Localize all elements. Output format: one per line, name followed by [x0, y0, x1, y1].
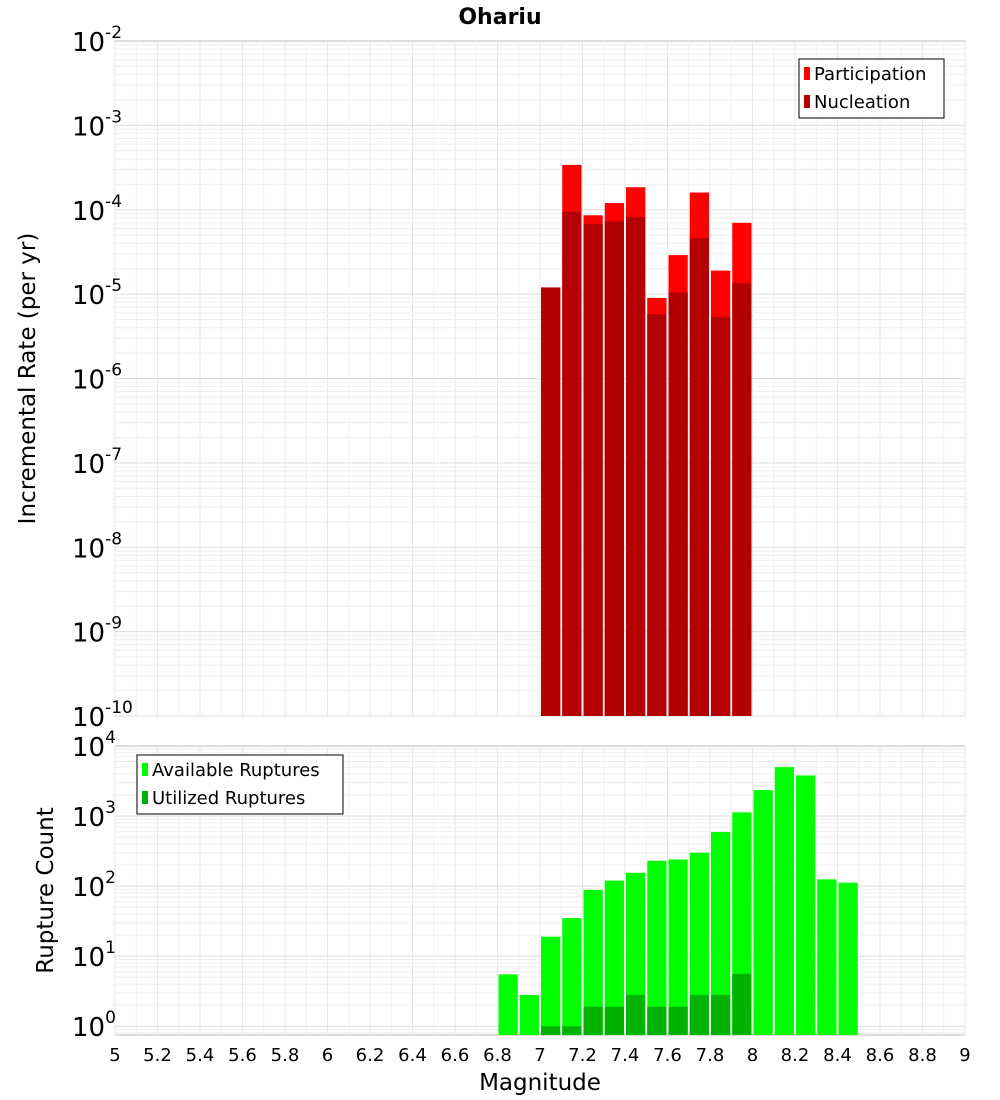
- bar-available-ruptures: [519, 994, 539, 1035]
- bar-utilized-ruptures: [604, 1006, 624, 1035]
- x-ticks: 5 5.2 5.4 5.6 5.8 6 6.2 6.4 6.6 6.8 7 7.2 7.4 7.6 7.8 8…: [109, 1045, 970, 1066]
- rate-y-axis-title: Incremental Rate (per yr): [15, 233, 41, 525]
- x-tick-label: 7.2: [568, 1045, 597, 1066]
- bar-utilized-ruptures: [689, 994, 709, 1035]
- bar-nucleation: [668, 292, 688, 716]
- bar-available-ruptures: [817, 879, 837, 1035]
- legend-swatch: [804, 95, 810, 108]
- bar-nucleation: [604, 221, 624, 716]
- x-tick-label: 7.4: [611, 1045, 640, 1066]
- rate-legend: Participation Nucleation: [798, 58, 945, 119]
- legend-label: Utilized Ruptures: [152, 788, 305, 809]
- bar-nucleation: [689, 238, 709, 716]
- legend-label: Available Ruptures: [152, 760, 320, 781]
- x-tick-label: 9: [959, 1045, 970, 1066]
- y-tick-label: 10-6: [72, 361, 122, 396]
- rate-bars: [541, 164, 752, 717]
- bar-utilized-ruptures: [647, 1006, 667, 1035]
- legend-label: Nucleation: [814, 92, 910, 113]
- rate-y-ticks: 10-2 10-3 10-4 10-5 10-6 10-7 10-8 10-9 10-10: [72, 23, 133, 733]
- bar-nucleation: [711, 316, 731, 716]
- bar-available-ruptures: [626, 872, 646, 1035]
- x-tick-label: 5: [109, 1045, 120, 1066]
- x-tick-label: 6.2: [356, 1045, 385, 1066]
- bar-available-ruptures: [647, 860, 667, 1035]
- bar-nucleation: [541, 287, 561, 716]
- y-tick-label: 10-2: [72, 23, 122, 58]
- x-tick-label: 8.4: [823, 1045, 852, 1066]
- bar-nucleation: [562, 211, 582, 716]
- x-tick-label: 6.8: [483, 1045, 512, 1066]
- bar-available-ruptures: [838, 882, 858, 1035]
- bar-nucleation: [626, 217, 646, 716]
- bar-available-ruptures: [774, 767, 794, 1035]
- y-tick-label: 101: [72, 938, 116, 973]
- count-y-axis-title: Rupture Count: [33, 807, 59, 973]
- bar-utilized-ruptures: [732, 973, 752, 1035]
- x-tick-label: 5.4: [186, 1045, 215, 1066]
- x-tick-label: 8: [747, 1045, 758, 1066]
- y-tick-label: 102: [72, 868, 116, 903]
- bar-utilized-ruptures: [668, 1006, 688, 1035]
- bar-available-ruptures: [541, 936, 561, 1035]
- bar-available-ruptures: [689, 852, 709, 1035]
- count-legend: Available Ruptures Utilized Ruptures: [136, 754, 344, 815]
- bar-utilized-ruptures: [711, 994, 731, 1035]
- x-tick-label: 8.6: [866, 1045, 895, 1066]
- y-tick-label: 10-9: [72, 614, 122, 649]
- y-tick-label: 10-5: [72, 276, 122, 311]
- bar-available-ruptures: [711, 832, 731, 1035]
- count-y-ticks: 104 103 102 101 100: [72, 728, 116, 1043]
- bar-utilized-ruptures: [562, 1026, 582, 1035]
- bar-available-ruptures: [668, 859, 688, 1035]
- legend-box: [798, 58, 945, 119]
- legend-label: Participation: [814, 64, 926, 85]
- x-tick-label: 5.2: [143, 1045, 172, 1066]
- bar-available-ruptures: [796, 775, 816, 1035]
- bar-available-ruptures: [604, 880, 624, 1035]
- bar-available-ruptures: [562, 918, 582, 1035]
- y-tick-label: 10-7: [72, 445, 122, 480]
- x-tick-label: 8.8: [908, 1045, 937, 1066]
- x-axis-title: Magnitude: [479, 1070, 601, 1096]
- bar-utilized-ruptures: [583, 1006, 603, 1035]
- x-tick-label: 7.6: [653, 1045, 682, 1066]
- x-tick-label: 5.8: [271, 1045, 300, 1066]
- x-tick-label: 7: [534, 1045, 545, 1066]
- y-tick-label: 10-3: [72, 107, 122, 142]
- bar-utilized-ruptures: [541, 1026, 561, 1035]
- y-tick-label: 10-10: [72, 698, 133, 733]
- bar-nucleation: [732, 283, 752, 716]
- x-tick-label: 7.8: [696, 1045, 725, 1066]
- y-tick-label: 10-8: [72, 529, 122, 564]
- legend-swatch: [142, 763, 148, 776]
- chart-title: Ohariu: [458, 5, 541, 30]
- legend-box: [136, 754, 344, 815]
- x-tick-label: 6: [322, 1045, 333, 1066]
- legend-swatch: [142, 791, 148, 804]
- y-tick-label: 100: [72, 1008, 116, 1043]
- count-bars: [498, 767, 858, 1035]
- rate-panel: 10-2 10-3 10-4 10-5 10-6 10-7 10-8 10-9 10-10 In…: [15, 23, 966, 733]
- rate-grid: [114, 41, 966, 717]
- bar-available-ruptures: [753, 790, 773, 1035]
- legend-swatch: [804, 67, 810, 80]
- bar-utilized-ruptures: [626, 994, 646, 1035]
- x-tick-label: 5.6: [228, 1045, 257, 1066]
- x-tick-label: 6.4: [398, 1045, 427, 1066]
- bar-nucleation: [583, 223, 603, 716]
- count-panel: 104 103 102 101 100 Rupture Count Available …: [33, 728, 966, 1043]
- y-tick-label: 103: [72, 798, 116, 833]
- x-tick-label: 6.6: [441, 1045, 470, 1066]
- bar-nucleation: [647, 314, 667, 716]
- x-tick-label: 8.2: [781, 1045, 810, 1066]
- y-tick-label: 104: [72, 728, 116, 763]
- y-tick-label: 10-4: [72, 192, 122, 227]
- bar-available-ruptures: [498, 974, 518, 1035]
- bar-available-ruptures: [583, 890, 603, 1035]
